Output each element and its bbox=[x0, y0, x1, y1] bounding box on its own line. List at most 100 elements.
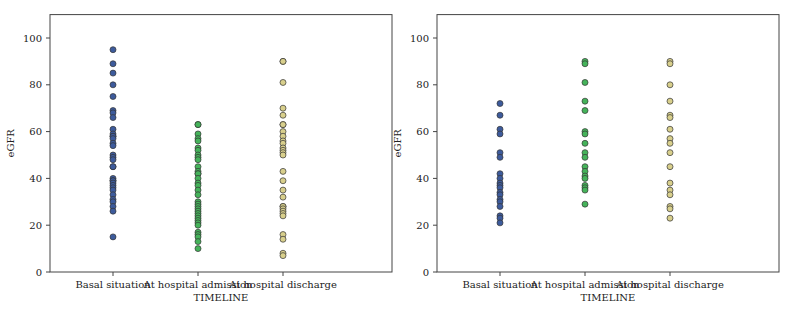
point bbox=[280, 168, 286, 174]
point bbox=[497, 154, 503, 160]
x-tick-label: Basal situation bbox=[462, 279, 538, 290]
y-tick bbox=[46, 38, 50, 39]
point bbox=[280, 112, 286, 118]
y-tick-label: 20 bbox=[416, 220, 429, 231]
point bbox=[280, 213, 286, 219]
point bbox=[195, 222, 201, 228]
point bbox=[667, 180, 673, 186]
y-tick-label: 60 bbox=[416, 126, 429, 137]
point bbox=[195, 157, 201, 163]
point bbox=[110, 234, 116, 240]
y-tick bbox=[433, 225, 437, 226]
point bbox=[667, 206, 673, 212]
point bbox=[110, 143, 116, 149]
point bbox=[110, 70, 116, 76]
point bbox=[667, 61, 673, 67]
point bbox=[497, 203, 503, 209]
point bbox=[195, 138, 201, 144]
point bbox=[195, 239, 201, 245]
point bbox=[280, 79, 286, 85]
y-axis-label: eGFR bbox=[392, 129, 403, 158]
point bbox=[582, 98, 588, 104]
point bbox=[280, 105, 286, 111]
point bbox=[582, 108, 588, 114]
point bbox=[667, 126, 673, 132]
x-tick bbox=[113, 272, 114, 276]
x-axis-label: TIMELINE bbox=[581, 292, 636, 303]
y-tick-label: 0 bbox=[423, 267, 429, 278]
y-tick-label: 0 bbox=[36, 267, 42, 278]
point bbox=[195, 122, 201, 128]
y-tick bbox=[46, 84, 50, 85]
point bbox=[110, 164, 116, 170]
y-tick-label: 40 bbox=[29, 173, 42, 184]
point bbox=[667, 215, 673, 221]
plot-frame bbox=[50, 15, 392, 272]
point bbox=[280, 122, 286, 128]
y-tick-label: 40 bbox=[416, 173, 429, 184]
x-tick bbox=[585, 272, 586, 276]
y-tick-label: 60 bbox=[29, 126, 42, 137]
point bbox=[582, 201, 588, 207]
plot-frame bbox=[437, 15, 779, 272]
point bbox=[280, 58, 286, 64]
point bbox=[280, 58, 286, 64]
y-tick bbox=[433, 38, 437, 39]
point bbox=[280, 187, 286, 193]
y-tick-label: 20 bbox=[29, 220, 42, 231]
point bbox=[280, 152, 286, 158]
point bbox=[667, 192, 673, 198]
point bbox=[497, 101, 503, 107]
x-tick bbox=[500, 272, 501, 276]
y-tick bbox=[433, 178, 437, 179]
point bbox=[582, 175, 588, 181]
point bbox=[497, 220, 503, 226]
y-tick bbox=[46, 178, 50, 179]
point bbox=[195, 246, 201, 252]
panel: 020406080100Basal situationAt hospital a… bbox=[5, 15, 392, 303]
point bbox=[110, 82, 116, 88]
y-tick-label: 100 bbox=[23, 33, 42, 44]
point bbox=[667, 164, 673, 170]
point bbox=[110, 94, 116, 100]
point bbox=[497, 131, 503, 137]
point bbox=[280, 236, 286, 242]
y-tick bbox=[46, 272, 50, 273]
point bbox=[110, 157, 116, 163]
point bbox=[582, 79, 588, 85]
y-tick bbox=[433, 272, 437, 273]
y-tick-label: 80 bbox=[29, 79, 42, 90]
x-tick bbox=[283, 272, 284, 276]
x-tick-label: At hospital discharge bbox=[615, 279, 724, 290]
point bbox=[280, 253, 286, 259]
points bbox=[497, 58, 673, 225]
y-tick bbox=[46, 225, 50, 226]
y-axis-label: eGFR bbox=[5, 129, 16, 158]
point bbox=[582, 154, 588, 160]
points bbox=[110, 47, 286, 259]
x-axis-label: TIMELINE bbox=[194, 292, 249, 303]
point bbox=[667, 115, 673, 121]
panel: 020406080100Basal situationAt hospital a… bbox=[392, 15, 779, 303]
point bbox=[280, 122, 286, 128]
point bbox=[497, 112, 503, 118]
x-tick-label: At hospital discharge bbox=[228, 279, 337, 290]
y-tick bbox=[433, 84, 437, 85]
point bbox=[110, 164, 116, 170]
point bbox=[582, 61, 588, 67]
point bbox=[110, 61, 116, 67]
x-tick bbox=[670, 272, 671, 276]
point bbox=[667, 82, 673, 88]
point bbox=[195, 192, 201, 198]
point bbox=[667, 150, 673, 156]
x-tick-label: Basal situation bbox=[75, 279, 151, 290]
point bbox=[195, 122, 201, 128]
point bbox=[110, 115, 116, 121]
x-tick bbox=[198, 272, 199, 276]
point bbox=[582, 187, 588, 193]
point bbox=[667, 140, 673, 146]
point bbox=[582, 140, 588, 146]
point bbox=[110, 208, 116, 214]
point bbox=[280, 194, 286, 200]
figure: 020406080100Basal situationAt hospital a… bbox=[0, 0, 796, 313]
